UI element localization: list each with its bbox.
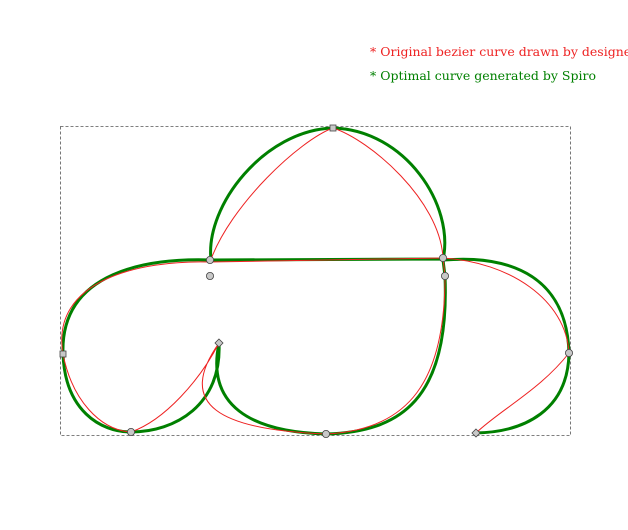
node-right-circle — [565, 348, 574, 357]
original-curve — [61, 127, 570, 435]
node-bottom-center — [321, 429, 330, 438]
node-right-junction-lower — [440, 271, 449, 280]
node-inner-diamond — [214, 338, 224, 348]
legend-spiro-label: * Optimal curve generated by Spiro — [370, 68, 597, 83]
node-left-junction-lower — [205, 271, 214, 280]
spiro-curve — [61, 126, 571, 436]
node-right-junction-upper — [438, 253, 447, 262]
node-bottom-left — [127, 427, 136, 436]
legend: * Original bezier curve drawn by designe… — [370, 40, 628, 88]
legend-original-label: * Original bezier curve drawn by designe… — [370, 44, 628, 59]
node-end-diamond — [471, 428, 481, 438]
node-left-junction-upper — [205, 255, 214, 264]
node-left-square — [59, 350, 67, 358]
node-top-square — [329, 124, 337, 132]
bounding-box — [60, 126, 571, 436]
control-nodes — [59, 124, 574, 438]
